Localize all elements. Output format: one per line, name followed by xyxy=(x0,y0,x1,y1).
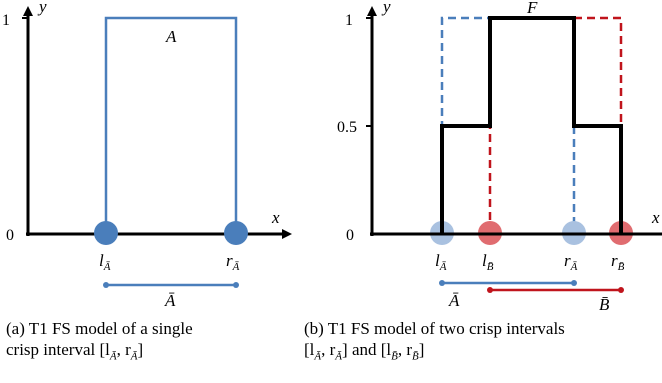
panel-a: y x 1 0 A lĀ rĀ Ā xyxy=(2,0,292,310)
interval-a-end xyxy=(571,280,577,286)
interval-a-end xyxy=(233,282,239,288)
y-tick-label-1: 1 xyxy=(345,12,353,29)
y-tick-label-1: 1 xyxy=(2,12,10,29)
interval-b-label: B̄ xyxy=(599,295,610,314)
caption-b-line1: (b) T1 FS model of two crisp intervals xyxy=(304,319,565,338)
caption-a-line1: (a) T1 FS model of a single xyxy=(6,319,193,338)
caption-a-line2: crisp interval [lĀ, rĀ] xyxy=(6,340,144,363)
fuzzy-set-f xyxy=(440,16,623,233)
interval-a-label: Ā xyxy=(164,291,176,310)
label-r-a: rĀ xyxy=(226,251,240,273)
panel-b: y x 1 0.5 0 F lĀ lB̄ rĀ rB̄ Ā B̄ xyxy=(337,0,662,314)
label-l-a: lĀ xyxy=(99,251,111,273)
caption-b-line2: [lĀ, rĀ] and [lB̄, rB̄] xyxy=(304,340,425,363)
y-axis-label: y xyxy=(381,0,391,16)
caption-a: (a) T1 FS model of a single crisp interv… xyxy=(6,318,193,367)
label-r-b: rB̄ xyxy=(611,251,625,273)
set-a-boundary xyxy=(104,16,238,233)
label-l-a: lĀ xyxy=(435,251,447,273)
x-axis-label: x xyxy=(271,208,280,227)
x-axis-label: x xyxy=(651,208,660,227)
set-label-f: F xyxy=(526,0,538,17)
interval-a-label: Ā xyxy=(448,291,460,310)
interval-b-start xyxy=(487,287,493,293)
label-r-a: rĀ xyxy=(564,251,578,273)
point-l-a xyxy=(94,221,118,245)
y-tick-label-0: 0 xyxy=(6,227,14,244)
y-axis-label: y xyxy=(37,0,47,16)
interval-b-end xyxy=(618,287,624,293)
label-l-b: lB̄ xyxy=(482,251,494,273)
interval-a-start xyxy=(103,282,109,288)
set-label-a: A xyxy=(165,27,177,46)
y-tick-label-half: 0.5 xyxy=(337,119,357,136)
point-r-a xyxy=(224,221,248,245)
y-tick-label-0: 0 xyxy=(346,227,354,244)
caption-b: (b) T1 FS model of two crisp intervals [… xyxy=(304,318,565,367)
interval-a-start xyxy=(439,280,445,286)
